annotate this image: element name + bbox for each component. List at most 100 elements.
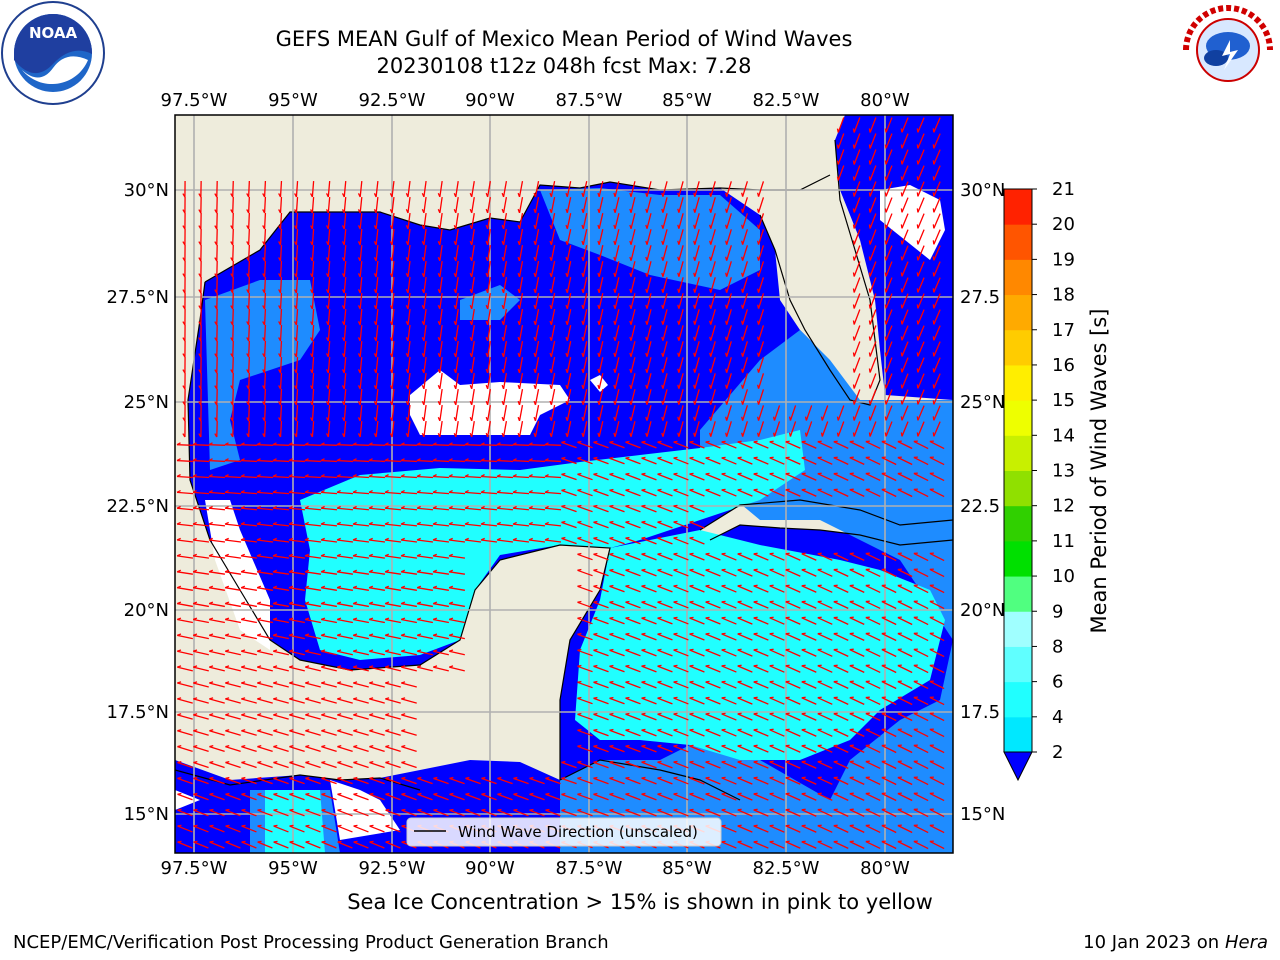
wind-wave-arrow bbox=[278, 180, 283, 198]
wind-wave-arrow bbox=[737, 456, 753, 465]
wind-wave-arrow bbox=[336, 617, 353, 624]
wind-wave-arrow bbox=[833, 712, 849, 721]
wind-wave-arrow bbox=[193, 776, 209, 785]
wind-wave-arrow bbox=[262, 180, 267, 198]
wind-wave-arrow bbox=[512, 474, 530, 479]
wind-wave-arrow bbox=[369, 729, 385, 736]
wind-wave-arrow bbox=[737, 600, 753, 609]
wind-wave-arrow bbox=[198, 404, 202, 422]
wind-wave-arrow bbox=[485, 245, 491, 262]
colorbar-tick-label: 17 bbox=[1052, 320, 1075, 341]
wind-wave-arrow bbox=[289, 776, 305, 785]
wind-wave-arrow bbox=[357, 276, 363, 294]
wind-wave-arrow bbox=[577, 712, 593, 721]
wind-wave-arrow bbox=[214, 228, 218, 246]
wind-wave-arrow bbox=[785, 552, 801, 561]
wind-wave-arrow bbox=[449, 808, 465, 817]
wind-wave-arrow bbox=[721, 472, 737, 481]
wind-wave-arrow bbox=[721, 600, 737, 609]
wind-wave-arrow bbox=[689, 648, 705, 657]
wind-wave-arrow bbox=[849, 760, 865, 769]
wind-wave-arrow bbox=[565, 373, 572, 390]
wind-wave-arrow bbox=[352, 474, 370, 479]
machine-name: Hera bbox=[1224, 932, 1268, 953]
wind-wave-arrow bbox=[852, 421, 861, 437]
wind-wave-arrow bbox=[501, 261, 508, 278]
wind-wave-arrow bbox=[405, 340, 411, 358]
wind-wave-arrow bbox=[240, 458, 258, 463]
wind-wave-arrow bbox=[421, 244, 427, 262]
wind-wave-arrow bbox=[868, 181, 877, 197]
wind-wave-arrow bbox=[209, 713, 225, 720]
wind-wave-arrow bbox=[673, 648, 689, 657]
wind-wave-arrow bbox=[336, 521, 354, 527]
wind-wave-arrow bbox=[657, 616, 673, 625]
wind-wave-arrow bbox=[230, 340, 234, 358]
wind-wave-arrow bbox=[225, 760, 241, 769]
wind-wave-arrow bbox=[577, 744, 593, 753]
wind-wave-arrow bbox=[262, 228, 267, 246]
wind-wave-arrow bbox=[897, 456, 913, 466]
wind-wave-arrow bbox=[769, 632, 785, 641]
wind-wave-arrow bbox=[693, 373, 700, 389]
wind-wave-arrow bbox=[549, 277, 556, 294]
wind-wave-arrow bbox=[625, 808, 641, 817]
wind-wave-arrow bbox=[241, 824, 257, 833]
wind-wave-arrow bbox=[198, 260, 202, 278]
wind-wave-arrow bbox=[241, 776, 257, 785]
wind-wave-arrow bbox=[868, 149, 877, 165]
wind-wave-arrow bbox=[545, 808, 561, 817]
colorbar-band bbox=[1004, 576, 1032, 612]
wind-wave-arrow bbox=[432, 458, 450, 463]
wind-wave-arrow bbox=[868, 373, 877, 389]
lon-label-bottom: 95°W bbox=[268, 858, 318, 879]
wind-wave-arrow bbox=[320, 553, 338, 559]
wind-wave-arrow bbox=[833, 744, 849, 753]
wind-wave-arrow bbox=[352, 585, 369, 591]
wind-wave-arrow bbox=[641, 808, 657, 817]
wind-wave-arrow bbox=[645, 325, 652, 341]
wind-wave-arrow bbox=[549, 261, 556, 278]
wind-wave-arrow bbox=[304, 633, 321, 640]
wind-wave-arrow bbox=[657, 792, 673, 801]
wind-wave-arrow bbox=[900, 277, 909, 293]
wind-wave-arrow bbox=[625, 456, 641, 465]
wind-wave-arrow bbox=[209, 792, 225, 801]
wind-wave-arrow bbox=[613, 309, 620, 325]
wind-wave-arrow bbox=[177, 808, 193, 817]
wind-wave-arrow bbox=[294, 292, 299, 310]
wind-wave-arrow bbox=[693, 181, 700, 197]
wind-wave-arrow bbox=[849, 632, 865, 641]
wind-wave-arrow bbox=[528, 442, 546, 446]
wind-wave-arrow bbox=[437, 308, 443, 326]
wind-wave-arrow bbox=[593, 744, 609, 753]
wind-wave-arrow bbox=[593, 616, 609, 625]
wind-wave-arrow bbox=[192, 633, 209, 640]
wind-wave-arrow bbox=[400, 569, 418, 575]
wind-wave-arrow bbox=[501, 277, 508, 294]
wind-wave-arrow bbox=[881, 600, 897, 610]
lat-label-left: 27.5°N bbox=[106, 287, 169, 308]
wind-wave-arrow bbox=[657, 456, 673, 465]
wind-wave-arrow bbox=[529, 776, 545, 785]
lon-label-top: 92.5°W bbox=[359, 90, 426, 111]
wind-wave-arrow bbox=[496, 537, 514, 543]
wind-wave-arrow bbox=[230, 420, 234, 438]
wind-wave-arrow bbox=[208, 458, 226, 463]
wind-wave-arrow bbox=[262, 356, 267, 374]
wind-wave-arrow bbox=[485, 229, 491, 246]
wind-wave-arrow bbox=[661, 421, 668, 437]
wind-wave-arrow bbox=[533, 229, 540, 246]
wind-wave-arrow bbox=[416, 505, 434, 511]
wind-wave-arrow bbox=[753, 680, 769, 689]
wind-wave-arrow bbox=[693, 405, 700, 421]
wind-wave-arrow bbox=[929, 792, 945, 802]
wind-wave-arrow bbox=[769, 840, 785, 849]
wind-wave-arrow bbox=[517, 213, 524, 230]
wind-wave-arrow bbox=[262, 404, 267, 422]
wind-wave-arrow bbox=[900, 405, 909, 421]
wind-wave-arrow bbox=[865, 696, 881, 706]
wind-wave-arrow bbox=[294, 228, 299, 246]
wind-wave-arrow bbox=[913, 568, 929, 578]
wind-wave-arrow bbox=[849, 824, 865, 833]
